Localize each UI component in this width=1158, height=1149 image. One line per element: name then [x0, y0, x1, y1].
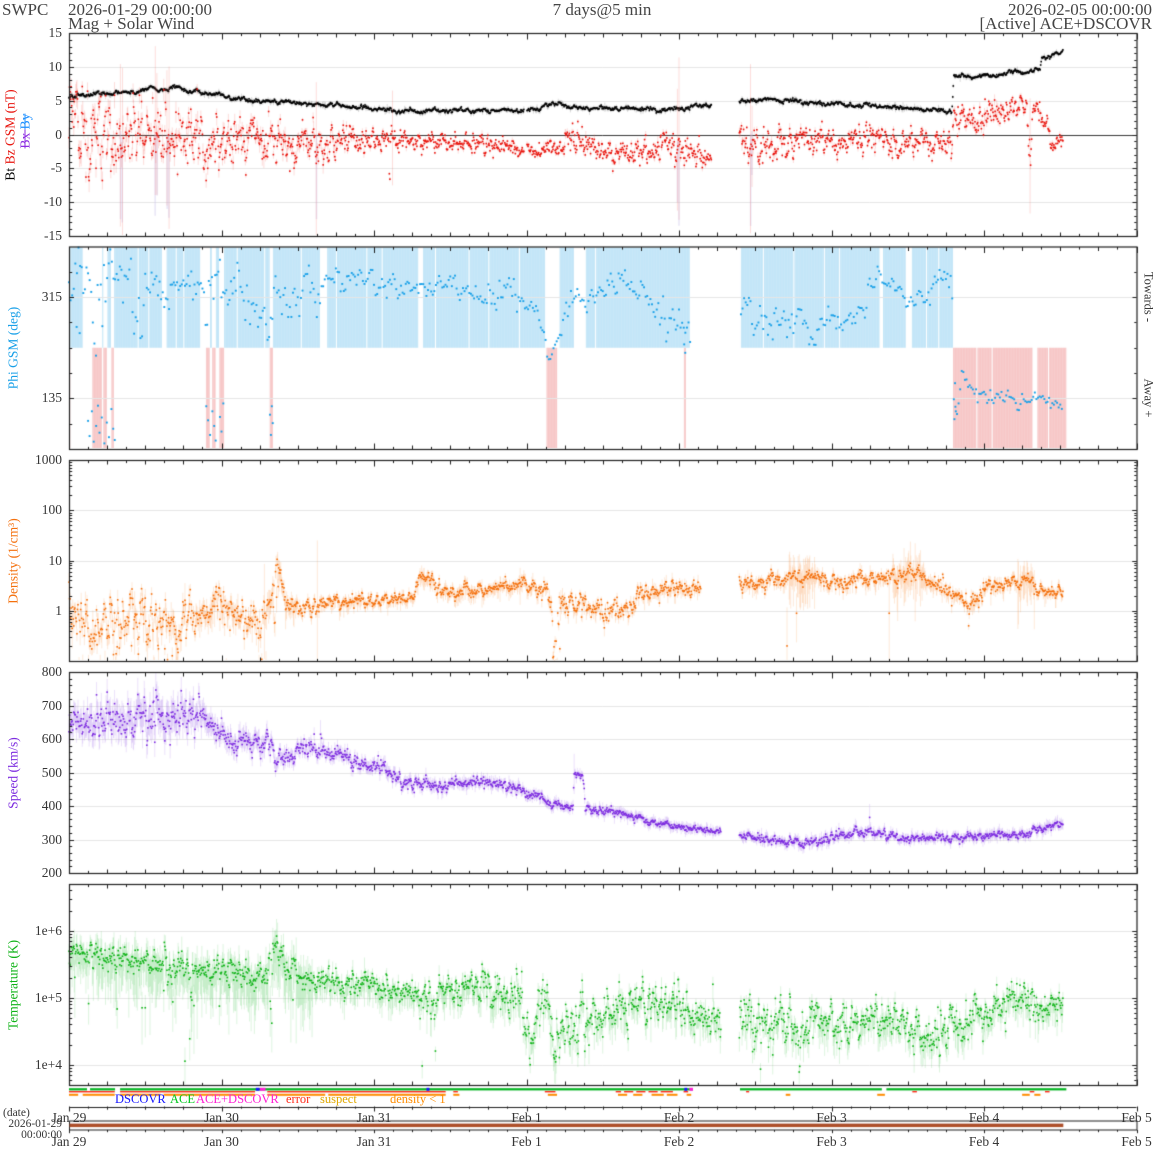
- axis-start-date: 2026-01-29: [8, 1117, 62, 1130]
- date-label-row2: Feb 2: [663, 1134, 695, 1149]
- y-tick-label-phi: 315: [41, 289, 62, 305]
- y-axis-title-part: Phi GSM (deg): [5, 306, 21, 390]
- sector-label: Away +: [1141, 378, 1156, 418]
- agency-label: SWPC: [2, 0, 49, 19]
- end-datetime: 2026-02-05 00:00:00: [1007, 0, 1152, 19]
- date-label-row2: Feb 3: [816, 1134, 847, 1149]
- legend-item-dscovr[interactable]: DSCOVR: [115, 1091, 166, 1106]
- y-axis-title-temperature: Temperature (K): [6, 939, 21, 1029]
- y-tick-label-mag: 5: [55, 92, 62, 108]
- y-tick-label-temperature: 1e+6: [34, 922, 62, 938]
- date-label-row2: Jan 30: [204, 1134, 239, 1149]
- date-label-row1: Feb 1: [511, 1109, 542, 1125]
- y-tick-label-mag: -5: [50, 160, 62, 176]
- date-label-row2: Feb 5: [1121, 1134, 1152, 1149]
- y-tick-label-density: 100: [41, 502, 62, 518]
- date-axis-caption: (date): [3, 1106, 30, 1119]
- y-tick-label-density: 10: [48, 552, 63, 568]
- legend-item-error[interactable]: error: [286, 1091, 311, 1106]
- span-label: 7 days@5 min: [552, 0, 652, 19]
- date-label-row1: Feb 2: [663, 1109, 695, 1125]
- date-label-row1: Jan 30: [204, 1109, 239, 1125]
- y-tick-label-mag: -10: [44, 194, 62, 210]
- date-label-row1: Feb 3: [816, 1109, 847, 1125]
- date-label-row2: Feb 1: [511, 1134, 542, 1149]
- legend-item-density-1[interactable]: density < 1: [390, 1091, 446, 1106]
- y-tick-label-mag: 15: [48, 25, 63, 40]
- y-tick-label-speed: 500: [41, 764, 62, 780]
- source-status: [Active] ACE+DSCOVR: [979, 14, 1153, 33]
- y-axis-title-part: Temperature (K): [5, 939, 21, 1030]
- y-tick-label-density: 1000: [35, 452, 62, 467]
- y-tick-label-mag: 10: [48, 58, 63, 74]
- legend-item-ace[interactable]: ACE: [170, 1091, 195, 1106]
- date-label-row2: Jan 29: [51, 1134, 87, 1149]
- y-tick-label-density: 1: [55, 602, 62, 618]
- sector-label: Towards -: [1141, 272, 1156, 323]
- date-label-row1: Jan 29: [51, 1109, 87, 1125]
- y-tick-label-temperature: 1e+4: [34, 1056, 62, 1072]
- y-axis-title-phi: Phi GSM (deg): [6, 306, 21, 389]
- y-tick-label-speed: 200: [41, 865, 62, 880]
- y-tick-label-speed: 400: [41, 798, 62, 813]
- date-label-row2: Jan 31: [356, 1134, 392, 1149]
- y-tick-label-speed: 600: [41, 731, 62, 746]
- date-label-row1: Feb 4: [968, 1109, 1000, 1125]
- y-tick-label-speed: 300: [41, 831, 62, 847]
- y-tick-label-speed: 700: [41, 697, 62, 713]
- axis-start-time: 00:00:00: [21, 1128, 62, 1141]
- y-tick-label-speed: 800: [41, 664, 62, 679]
- y-tick-label-mag: 0: [55, 126, 62, 142]
- start-datetime: 2026-01-29 00:00:00: [68, 0, 213, 19]
- hidden-series-label[interactable]: By: [17, 113, 33, 129]
- y-tick-label-phi: 135: [41, 390, 62, 406]
- y-tick-label-temperature: 1e+5: [34, 989, 62, 1005]
- date-label-row2: Feb 4: [968, 1134, 1000, 1149]
- legend-item-suspect[interactable]: suspect: [320, 1091, 357, 1106]
- y-tick-label-mag: -15: [44, 228, 62, 243]
- date-label-row1: Jan 31: [356, 1109, 392, 1125]
- plot-title: Mag + Solar Wind: [68, 14, 195, 33]
- legend-item-ace-dscovr[interactable]: ACE+DSCOVR: [196, 1091, 279, 1106]
- date-label-row1: Feb 5: [1121, 1109, 1152, 1125]
